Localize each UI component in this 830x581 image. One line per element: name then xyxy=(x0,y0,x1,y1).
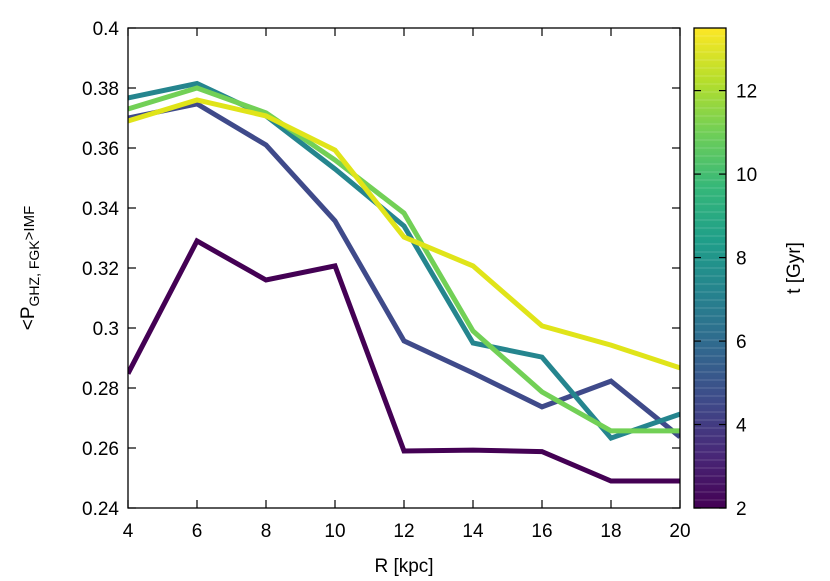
x-tick-label: 20 xyxy=(669,521,690,542)
x-tick-label: 4 xyxy=(123,521,134,542)
y-tick-label: 0.4 xyxy=(93,19,120,40)
colorbar-tick-label: 6 xyxy=(736,332,747,353)
x-axis-title: R [kpc] xyxy=(374,556,433,577)
y-tick-label: 0.32 xyxy=(82,259,119,280)
colorbar-frame xyxy=(693,27,727,509)
series-line-4 xyxy=(128,85,680,434)
plot-frame xyxy=(127,27,681,509)
y-axis-title-sub: GHZ, FGK xyxy=(26,240,42,307)
x-tick-label: 8 xyxy=(261,521,272,542)
y-axis-title-main: <P xyxy=(18,306,39,330)
x-tick-label: 12 xyxy=(393,521,414,542)
colorbar: 2 4 6 8 10 12 t [Gyr] xyxy=(693,27,805,520)
colorbar-tick-label: 10 xyxy=(736,165,757,186)
colorbar-title: t [Gyr] xyxy=(784,242,805,294)
x-tick-label: 18 xyxy=(600,521,621,542)
colorbar-tick-label: 12 xyxy=(736,82,757,103)
x-tick-label: 16 xyxy=(531,521,552,542)
series-line-2 xyxy=(128,101,680,439)
y-axis-title: <PGHZ, FGK>IMF xyxy=(18,206,42,331)
series-layer xyxy=(128,80,680,484)
y-tick-label: 0.34 xyxy=(82,199,119,220)
y-tick-label: 0.36 xyxy=(82,139,119,160)
colorbar-ticks: 2 4 6 8 10 12 xyxy=(694,82,757,520)
series-line-5 xyxy=(128,97,680,371)
x-tick-label: 14 xyxy=(462,521,484,542)
y-tick-label: 0.3 xyxy=(93,319,119,340)
y-tick-label: 0.26 xyxy=(82,439,119,460)
colorbar-bands xyxy=(694,35,726,501)
colorbar-ramp xyxy=(694,28,726,508)
y-axis-title-suffix: >IMF xyxy=(21,206,38,241)
x-tick-label: 6 xyxy=(192,521,203,542)
colorbar-tick-label: 4 xyxy=(736,416,747,437)
x-tick-label: 10 xyxy=(324,521,345,542)
series-line-1 xyxy=(128,237,680,484)
y-tick-label: 0.38 xyxy=(82,79,119,100)
colorbar-tick-label: 2 xyxy=(736,499,747,520)
y-tick-label: 0.24 xyxy=(82,499,119,520)
axis-layer: 4 6 8 10 12 14 16 18 20 0.24 0.26 0.28 0.3 0.32 0.34 0.… xyxy=(82,19,691,542)
colorbar-tick-label: 8 xyxy=(736,249,747,270)
y-tick-label: 0.28 xyxy=(82,379,119,400)
